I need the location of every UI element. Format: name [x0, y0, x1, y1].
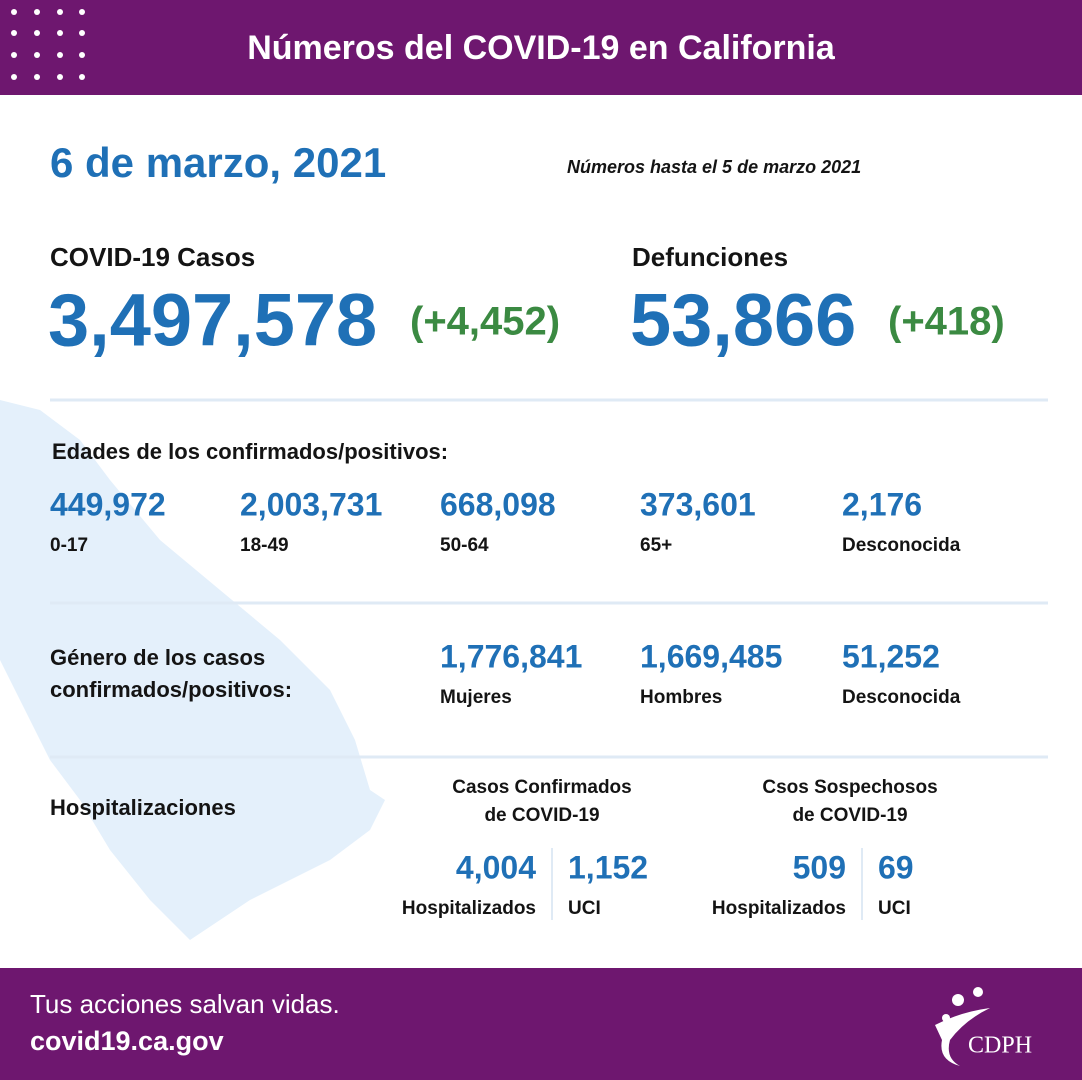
note: Números hasta el 5 de marzo 2021	[567, 157, 861, 177]
age-value: 449,972	[50, 486, 166, 522]
ages-label: Edades de los confirmados/positivos:	[52, 439, 448, 464]
hosp-value: 4,004	[456, 849, 536, 885]
cases-label: COVID-19 Casos	[50, 242, 255, 272]
header-bar	[0, 0, 1082, 95]
gender-label: Género de los casos	[50, 645, 265, 670]
group-title: de COVID-19	[792, 805, 907, 826]
footer-bar	[0, 968, 1082, 1080]
cases-value: 3,497,578	[48, 279, 377, 362]
age-label: 50-64	[440, 535, 489, 556]
url: covid19.ca.gov	[30, 1026, 224, 1056]
age-label: 18-49	[240, 535, 289, 556]
logo: CDPH	[968, 1033, 1032, 1059]
gender-label: Desconocida	[842, 687, 961, 708]
hosp-value: 509	[793, 849, 846, 885]
group-title: Csos Sospechosos	[762, 777, 937, 798]
gender-label: Hombres	[640, 687, 722, 708]
deaths-label: Defunciones	[632, 242, 788, 272]
deaths-value: 53,866	[630, 279, 856, 362]
age-value: 373,601	[640, 486, 756, 522]
gender-value: 1,669,485	[640, 638, 782, 674]
hospital-label: Hospitalizaciones	[50, 795, 236, 820]
hosp-value: 69	[878, 849, 914, 885]
gender-value: 1,776,841	[440, 638, 582, 674]
hosp-label: UCI	[878, 898, 911, 919]
age-value: 2,003,731	[240, 486, 382, 522]
group-title: Casos Confirmados	[452, 777, 631, 798]
title: Números del COVID-19 en California	[247, 29, 836, 67]
cases-change: (+4,452)	[410, 300, 560, 344]
age-label: 65+	[640, 535, 672, 556]
age-value: 2,176	[842, 486, 922, 522]
ages-row: 449,972 0-17 2,003,731 18-49 668,098 50-64 373…	[50, 486, 961, 556]
hosp-value: 1,152	[568, 849, 648, 885]
age-label: Desconocida	[842, 535, 961, 556]
tagline: Tus acciones salvan vidas.	[30, 989, 340, 1019]
deaths-change: (+418)	[888, 300, 1005, 344]
california-shape	[0, 400, 385, 940]
hosp-label: UCI	[568, 898, 601, 919]
hospital-row: 4,004 Hospitalizados 1,152 UCI 509 Hospitaliz…	[402, 849, 914, 919]
date: 6 de marzo, 2021	[50, 139, 386, 186]
gender-label: Mujeres	[440, 687, 512, 708]
age-label: 0-17	[50, 535, 88, 556]
hosp-label: Hospitalizados	[402, 898, 536, 919]
hosp-label: Hospitalizados	[712, 898, 846, 919]
age-value: 668,098	[440, 486, 556, 522]
gender-value: 51,252	[842, 638, 940, 674]
dot-pattern	[11, 9, 85, 80]
logo-figures	[935, 987, 990, 1066]
gender-row: 1,776,841 Mujeres 1,669,485 Hombres 51,252 De…	[440, 638, 961, 708]
gender-label: confirmados/positivos:	[50, 677, 292, 702]
group-title: de COVID-19	[484, 805, 599, 826]
